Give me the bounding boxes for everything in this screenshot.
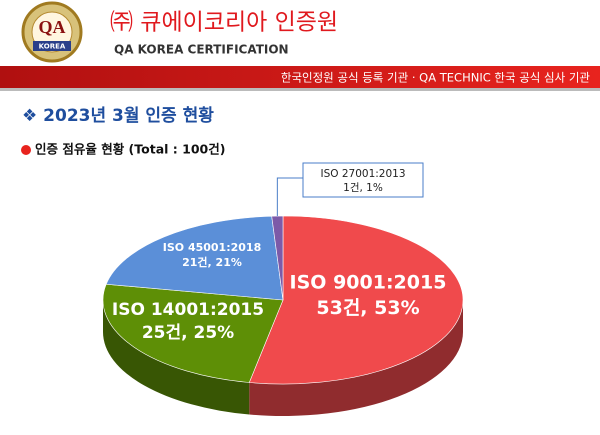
- pie-chart: ISO 9001:2015 53건, 53% ISO 14001:2015 25건, …: [102, 162, 464, 416]
- slice: [248, 215, 464, 385]
- company-subtitle: QA KOREA CERTIFICATION: [114, 43, 289, 57]
- slice-side: [103, 300, 250, 415]
- slice-label: ISO 27001:2013: [320, 168, 405, 180]
- bullet: [21, 145, 31, 155]
- slice-value-label: 25건, 25%: [142, 323, 234, 343]
- banner-shadow: [0, 88, 600, 91]
- slice: [105, 215, 284, 301]
- slice-value-label: 1건, 1%: [343, 182, 383, 194]
- slice: [271, 215, 284, 301]
- banner-text: 한국인정원 공식 등록 기관 · QA TECHNIC 한국 공식 심사 기관: [281, 71, 591, 85]
- banner: [0, 66, 600, 88]
- slice-side: [249, 300, 463, 416]
- slice-label: ISO 9001:2015: [290, 272, 447, 294]
- slice-label: ISO 45001:2018: [163, 241, 261, 254]
- callout-box: [302, 162, 424, 198]
- leader-line: [276, 177, 303, 217]
- slice-value-label: 21건, 21%: [182, 255, 242, 269]
- slice: [102, 283, 284, 383]
- slice-value-label: 53건, 53%: [316, 297, 419, 319]
- logo-ribbon: [33, 41, 71, 51]
- subheading: 인증 점유율 현황 (Total : 100건): [35, 142, 225, 157]
- slice-label: ISO 14001:2015: [112, 300, 264, 320]
- logo-subtext: KOREA: [39, 43, 66, 51]
- logo: QA KOREA: [21, 1, 83, 63]
- company-title: ㈜ 큐에이코리아 인증원: [110, 10, 338, 36]
- logo-text: QA: [39, 17, 66, 37]
- heading: ❖ 2023년 3월 인증 현황: [22, 106, 214, 126]
